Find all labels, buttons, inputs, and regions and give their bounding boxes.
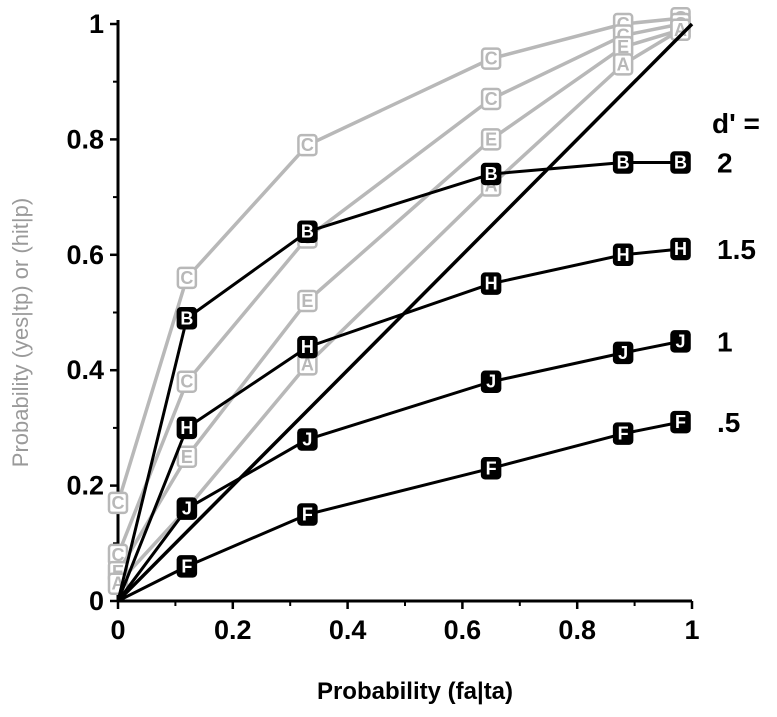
series-label: .5 [717,407,740,438]
x-tick-label: 0.4 [329,615,367,645]
data-point [612,422,634,445]
data-point [480,162,502,186]
data-point-marker: H [617,245,630,265]
x-tick-label: 0.8 [558,615,596,645]
data-point-marker: C [112,493,125,513]
data-point [670,410,691,434]
y-tick-label: 0.2 [66,471,104,501]
data-point [176,555,198,578]
data-point [176,416,198,440]
data-point [297,503,318,526]
data-point [107,491,129,515]
data-point-marker: F [486,458,497,478]
data-point [612,243,634,267]
data-point-marker: F [181,556,192,576]
data-point-marker: J [182,499,192,519]
data-point-marker: C [485,49,498,69]
x-tick-label: 0 [110,615,125,645]
data-point [176,307,198,330]
y-tick-label: 0.4 [66,355,104,385]
legend-title: d' = [712,108,760,139]
data-point-marker: F [302,504,313,524]
data-point [176,445,198,468]
data-point-marker: E [617,37,629,57]
data-point-marker: A [617,54,630,74]
data-point-marker: J [676,331,686,351]
data-point [480,47,502,70]
data-point [612,341,634,365]
data-point [480,457,502,480]
data-point [670,330,691,353]
data-point [176,497,198,520]
series-line [117,420,681,603]
data-point [612,151,634,174]
data-point-marker: A [674,20,687,40]
data-point-marker: B [485,164,498,184]
series-line [116,160,681,602]
data-point-marker: B [617,152,630,172]
series-layer: CCCCCCCCCCCCEEEEEEAAAAAABBBBB2HHHHH1.5JJ… [107,6,756,603]
data-point [176,266,198,290]
series-label: 2 [717,147,733,178]
data-point [480,87,502,111]
data-point-marker: F [618,424,629,444]
series-line [116,247,681,602]
data-point-marker: E [485,129,497,149]
series-line [116,339,681,602]
series-3: F F F F F .5 [117,407,740,603]
series-2: J J J J J 1 [116,326,733,602]
data-point [297,133,318,157]
series-0: B B B B B 2 [116,147,733,602]
series-label: 1 [717,326,733,357]
data-point-marker: C [180,372,193,392]
data-point [480,370,502,393]
data-point-marker: B [301,222,314,242]
data-point-marker: F [675,412,686,432]
chance-diagonal-line [116,22,694,603]
data-point [480,128,502,151]
data-point [297,428,318,451]
data-point-marker: J [302,429,312,449]
data-point-marker: C [180,268,193,288]
x-tick-label: 0.6 [444,615,482,645]
y-tick-label: 0.8 [66,124,104,154]
data-point [670,237,691,261]
data-point-marker: H [485,274,498,294]
x-tick-label: 1 [684,615,699,645]
data-point-marker: J [486,372,496,392]
data-point-marker: B [180,308,193,328]
data-point [670,151,691,174]
data-point [297,335,318,359]
data-point [612,53,634,76]
series-8 [116,22,694,603]
data-point [176,370,198,393]
data-point [480,272,502,295]
y-axis-title: Probability (yes|tp) or (hit|p) [8,198,33,467]
data-point [670,18,691,42]
data-point-marker: A [301,354,314,374]
axes: 0 0.2 0.4 0.6 0.8 1 0 0.2 0.4 0.6 0.8 1 [66,9,699,645]
data-point [297,220,318,243]
y-tick-label: 1 [89,9,104,39]
y-tick-label: 0.6 [66,240,104,270]
data-point-marker: C [485,89,498,109]
data-point-marker: H [180,418,193,438]
data-point [297,289,318,313]
data-point-marker: E [181,447,193,467]
data-point-marker: J [618,343,628,363]
data-point-marker: H [301,337,314,357]
x-tick-label: 0.2 [214,615,252,645]
series-label: 1.5 [717,234,756,265]
data-point-marker: E [301,291,313,311]
data-point-marker: H [674,239,687,259]
x-axis-title: Probability (fa|ta) [317,678,513,705]
y-tick-label: 0 [89,586,104,616]
data-point-marker: B [674,152,687,172]
data-point-marker: C [112,545,125,565]
data-point-marker: C [301,135,314,155]
labels-layer: Probability (fa|ta) Probability (yes|tp)… [8,108,760,705]
